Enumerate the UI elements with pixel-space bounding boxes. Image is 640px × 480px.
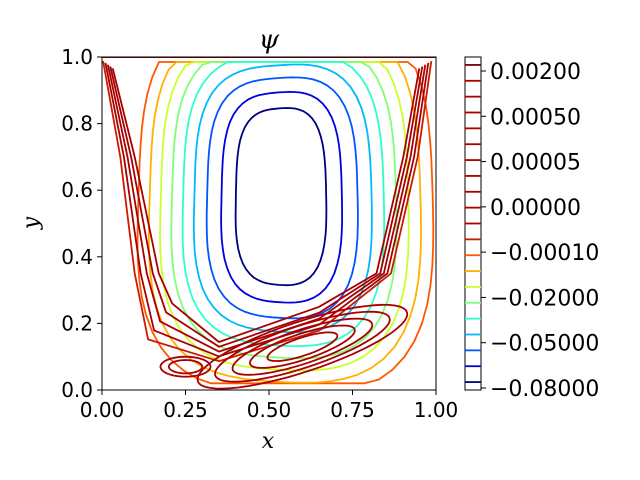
colorbar: 0.00200 0.00050 0.00005 0.00000 −0.00010 −0.0… xyxy=(464,56,599,402)
streamline-eddy-0 xyxy=(159,355,212,378)
streamline-outer-2 xyxy=(107,64,427,353)
colorbar-label: 0.00200 xyxy=(490,60,581,85)
colorbar-label: −0.05000 xyxy=(490,332,599,357)
x-ticks: 0.00 0.25 0.50 0.75 1.00 xyxy=(80,390,459,422)
streamline-bottom-4 xyxy=(266,331,339,362)
x-tick-label: 0.50 xyxy=(247,398,292,422)
y-tick-label: 1.0 xyxy=(61,45,93,69)
y-ticks: 0.0 0.2 0.4 0.6 0.8 1.0 xyxy=(61,45,102,402)
x-tick-label: 1.00 xyxy=(414,398,459,422)
streamline-outer-4 xyxy=(111,68,421,343)
chart-title: ψ xyxy=(259,25,280,55)
x-axis-label: x xyxy=(262,429,275,454)
streamline-eddy-1 xyxy=(167,359,204,375)
streamline-main-4 xyxy=(181,61,386,348)
y-tick-label: 0.4 xyxy=(61,245,93,269)
streamline-bottom-3 xyxy=(248,324,356,369)
colorbar-label: 0.00000 xyxy=(490,196,581,221)
colorbar-label: −0.08000 xyxy=(490,377,599,402)
y-axis-label: y xyxy=(19,216,44,230)
streamline-bottom-2 xyxy=(231,317,374,376)
x-tick-label: 0.75 xyxy=(330,398,375,422)
streamline-bottom-1 xyxy=(214,310,391,383)
x-tick-label: 0.25 xyxy=(163,398,208,422)
colorbar-label: −0.00010 xyxy=(490,241,599,266)
colorbar-label: 0.00050 xyxy=(490,105,581,130)
streamline-bottom-0 xyxy=(196,303,409,390)
streamline-outer-3 xyxy=(109,66,424,348)
colorbar-label: −0.02000 xyxy=(490,286,599,311)
streamline-main-8 xyxy=(234,107,328,287)
colorbar-label: 0.00005 xyxy=(490,151,581,176)
streamline-main-6 xyxy=(205,76,359,320)
x-tick-label: 0.00 xyxy=(80,398,125,422)
plot-area xyxy=(102,57,436,390)
y-tick-label: 0.8 xyxy=(61,112,93,136)
y-tick-label: 0.6 xyxy=(61,178,93,202)
axes: 0.00 0.25 0.50 0.75 1.00 0.00.20.40.60.81.0 … xyxy=(19,25,458,454)
streamline-main-7 xyxy=(220,90,344,304)
y-tick-label: 0.2 xyxy=(61,311,93,335)
y-tick-label: 0.0 xyxy=(61,378,93,402)
streamline-outer-0 xyxy=(102,60,433,363)
